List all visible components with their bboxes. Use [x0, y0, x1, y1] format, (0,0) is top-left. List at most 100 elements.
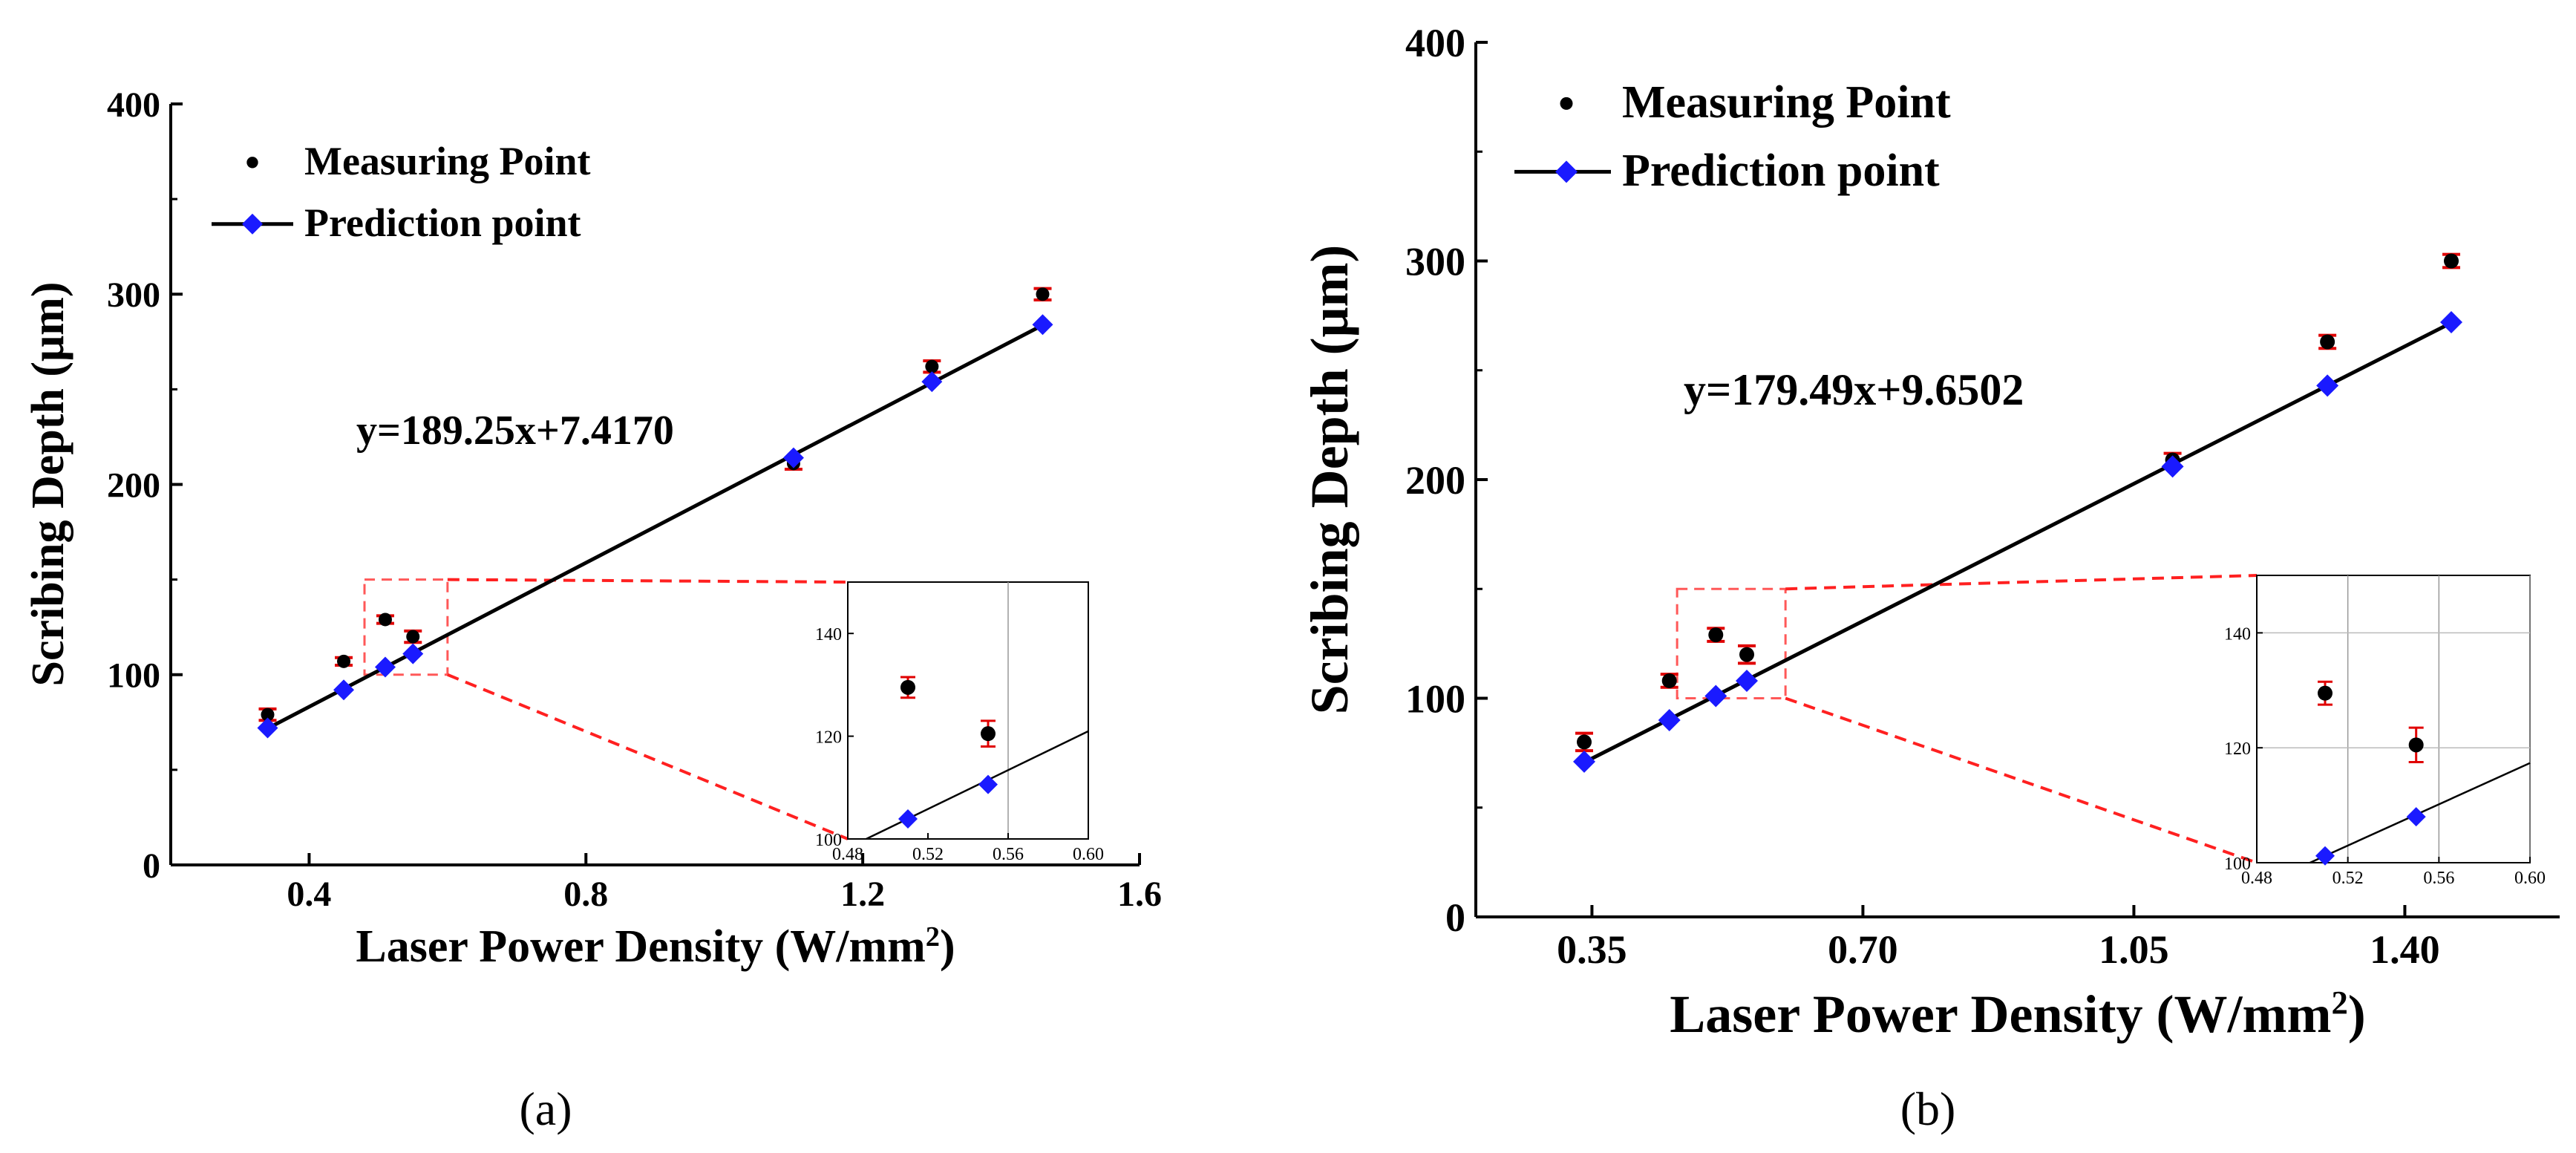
- inset-frame: [2256, 575, 2531, 863]
- y-tick-label: 400: [1405, 21, 1465, 65]
- prediction-point: [1573, 750, 1595, 773]
- zoom-box: [1676, 587, 1787, 699]
- x-tick-label: 1.40: [2370, 927, 2440, 972]
- prediction-point: [374, 656, 396, 678]
- legend-prediction-label: Prediction point: [304, 200, 581, 245]
- prediction-point: [257, 717, 278, 739]
- y-tick-label: 400: [107, 85, 160, 125]
- y-tick-label: 0: [143, 846, 160, 886]
- prediction-point: [2316, 374, 2339, 397]
- prediction-point: [2440, 310, 2462, 333]
- measuring-point: [1661, 673, 1677, 688]
- inset-prediction-point: [898, 809, 918, 829]
- measuring-point: [925, 359, 939, 373]
- prediction-point: [333, 679, 355, 701]
- zoom-connector-bottom: [1785, 696, 2258, 864]
- measuring-point: [1036, 287, 1050, 301]
- x-tick-label: 1.05: [2099, 927, 2169, 972]
- measuring-point: [1708, 627, 1724, 643]
- measuring-point: [1577, 734, 1592, 750]
- chart-panel-b: 0 100 200 300 400 0.35 0.70 1.05 1.40 Scribing De…: [1300, 21, 2560, 1044]
- chart-panel-a: 0 100 200 300 400 0.4 0.8 1.2 1.6 Scribing Depth …: [23, 85, 1162, 972]
- inset-x-tick-label: 0.48: [2241, 869, 2272, 888]
- y-axis-label: Scribing Depth (μm): [1300, 245, 1359, 715]
- x-tick-label: 0.70: [1828, 927, 1898, 972]
- measuring-point: [337, 654, 351, 668]
- fit-line: [267, 323, 1044, 731]
- measuring-point: [2444, 253, 2459, 269]
- fit-equation: y=189.25x+7.4170: [356, 408, 674, 454]
- inset-measuring-point: [900, 679, 915, 695]
- inset-x-tick-label: 0.60: [1073, 845, 1104, 864]
- x-axis-label-end: ): [940, 921, 955, 972]
- inset-x-tick-label: 0.52: [2333, 869, 2364, 888]
- x-axis-label-superscript: 2: [926, 921, 940, 953]
- legend-prediction-label: Prediction point: [1622, 146, 1940, 196]
- inset-y-tick-label: 120: [2224, 739, 2251, 759]
- y-tick-label: 300: [1405, 239, 1465, 284]
- inset-x-tick-label: 0.60: [2514, 869, 2546, 888]
- inset-prediction-point: [2406, 807, 2426, 827]
- inset-measuring-point: [981, 726, 996, 742]
- inset-y-tick-label: 120: [815, 728, 842, 748]
- x-axis-label-main: Laser Power Density (W/mm: [1670, 984, 2331, 1044]
- inset-y-tick-label: 140: [815, 625, 842, 644]
- inset-plot: 100 120 140 0.48 0.52 0.56 0.60: [815, 581, 1104, 864]
- y-tick-label: 100: [107, 656, 160, 696]
- prediction-point: [1704, 685, 1727, 708]
- inset-prediction-point: [978, 774, 998, 794]
- legend-measuring-label: Measuring Point: [304, 139, 591, 183]
- x-tick-label: 0.8: [563, 875, 608, 914]
- y-tick-label: 200: [107, 466, 160, 505]
- zoom-box: [363, 578, 449, 676]
- measuring-point: [406, 630, 420, 644]
- legend-prediction-marker: [1555, 160, 1578, 183]
- x-axis-label: Laser Power Density (W/mm2): [1670, 984, 2365, 1044]
- prediction-point: [1032, 314, 1053, 336]
- measuring-point: [378, 613, 392, 627]
- x-tick-label: 1.2: [840, 875, 885, 914]
- y-tick-label: 0: [1445, 895, 1465, 940]
- prediction-point: [402, 643, 424, 664]
- zoom-connector-top: [1785, 574, 2258, 591]
- legend-measuring-label: Measuring Point: [1622, 77, 1951, 128]
- x-axis-label: Laser Power Density (W/mm2): [356, 921, 955, 972]
- inset-y-tick-label: 140: [2224, 624, 2251, 644]
- prediction-point: [2161, 455, 2184, 478]
- prediction-point: [1658, 708, 1681, 731]
- panel-caption-a: (a): [519, 1082, 572, 1135]
- panel-caption-b: (b): [1900, 1082, 1956, 1135]
- legend-measuring-marker: [246, 157, 258, 169]
- measuring-point: [1739, 647, 1754, 662]
- inset-plot: 100 120 140 0.48 0.52 0.56 0.60: [2224, 575, 2546, 888]
- inset-prediction-point: [2315, 846, 2335, 866]
- measuring-point: [261, 708, 275, 722]
- zoom-connector-top: [447, 578, 849, 584]
- inset-x-tick-label: 0.52: [912, 845, 944, 864]
- fit-equation: y=179.49x+9.6502: [1684, 365, 2024, 414]
- inset-y-tick-label: 100: [815, 831, 842, 850]
- x-axis-label-end: ): [2348, 984, 2366, 1044]
- prediction-point: [782, 447, 804, 468]
- prediction-point: [921, 371, 943, 393]
- inset-frame: [847, 581, 1089, 840]
- y-tick-label: 200: [1405, 458, 1465, 503]
- inset-x-tick-label: 0.48: [832, 845, 863, 864]
- zoom-connector-bottom: [447, 673, 849, 840]
- inset-x-tick-label: 0.56: [993, 845, 1024, 864]
- prediction-point: [1736, 669, 1758, 692]
- x-tick-label: 0.4: [287, 875, 331, 914]
- legend-prediction-marker: [242, 213, 263, 235]
- y-tick-label: 300: [107, 275, 160, 315]
- x-tick-label: 1.6: [1117, 875, 1162, 914]
- x-axis-label-main: Laser Power Density (W/mm: [356, 921, 925, 972]
- x-axis-label-superscript: 2: [2331, 984, 2347, 1021]
- inset-x-tick-label: 0.56: [2423, 869, 2454, 888]
- x-tick-label: 0.35: [1557, 927, 1627, 972]
- inset-measuring-point: [2408, 737, 2424, 753]
- y-tick-label: 100: [1405, 676, 1465, 721]
- inset-measuring-point: [2318, 685, 2333, 701]
- y-axis-label: Scribing Depth (μm): [23, 282, 73, 687]
- legend-measuring-marker: [1560, 97, 1573, 110]
